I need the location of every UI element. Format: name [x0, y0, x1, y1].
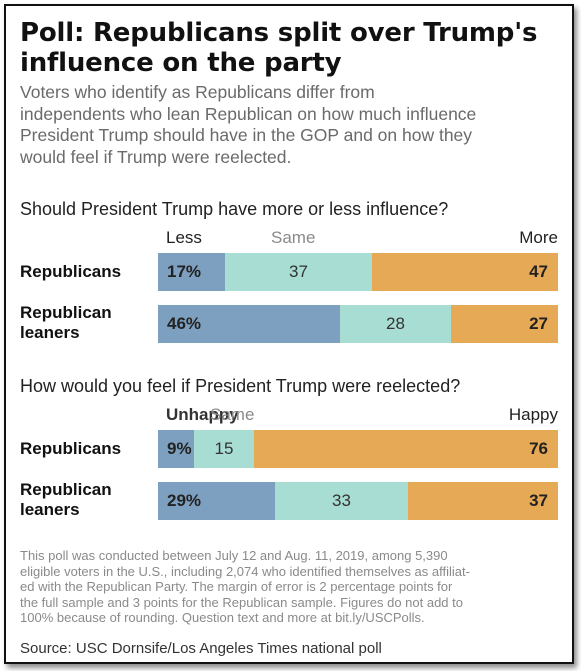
bar-segment-same: 33: [275, 482, 408, 520]
legend-less: Less: [166, 228, 202, 247]
row-label: Republican leaners: [20, 480, 112, 520]
bar-segment-same: 15: [194, 430, 254, 468]
footnote-line-2: eligible voters in the U.S., including 2…: [20, 563, 470, 579]
influence-chart: Less Same More Republicans 17% 37 47 Republican…: [20, 228, 560, 353]
row-label: Republicans: [20, 439, 121, 459]
row-label-line: Republicans: [20, 262, 122, 281]
legend-happy: Happy: [508, 405, 558, 424]
bar-value-label: 37: [289, 262, 308, 281]
legend-same: Same: [271, 228, 316, 247]
legend-same: Same: [210, 405, 255, 424]
bar-segment-unhappy: 9%: [158, 430, 194, 468]
subtitle-line-3: President Trump should have in the GOP a…: [20, 125, 473, 145]
legend-unhappy: Unhappy: [166, 405, 239, 424]
footnote-line-4: the full sample and 3 points for the Rep…: [20, 594, 463, 610]
stacked-bar: 9% 15 76: [158, 430, 558, 468]
bar-segment-less: 46%: [158, 305, 340, 343]
source-credit: Source: USC Dornsife/Los Angeles Times n…: [20, 640, 382, 657]
row-label: Republican leaners: [20, 303, 112, 343]
footnote-line-1: This poll was conducted between July 12 …: [20, 548, 448, 563]
title-line-1: Poll: Republicans split over Trump's: [20, 18, 538, 48]
reelection-chart: Unhappy Same Happy Republicans 9% 15 76 Republi…: [20, 405, 560, 530]
bar-segment-more: 47: [372, 253, 558, 291]
bar-segment-happy: 37: [408, 482, 558, 520]
footnote: This poll was conducted between July 12 …: [20, 548, 560, 626]
bar-segment-same: 37: [225, 253, 372, 291]
bar-value-label: 76: [529, 439, 548, 458]
stacked-bar: 29% 33 37: [158, 482, 558, 520]
bar-value-label: 29%: [167, 491, 202, 510]
row-label: Republicans: [20, 262, 121, 282]
bar-value-label: 28: [386, 314, 405, 333]
footnote-line-3: ed with the Republican Party. The margin…: [20, 579, 453, 595]
footnote-line-5: 100% because of rounding. Question text …: [20, 610, 425, 626]
bar-segment-same: 28: [340, 305, 451, 343]
chart-1-question: Should President Trump have more or less…: [20, 199, 449, 219]
bar-value-label: 9%: [167, 439, 192, 458]
stacked-bar: 17% 37 47: [158, 253, 558, 291]
subtitle-line-1: Voters who identify as Republicans diffe…: [20, 82, 375, 102]
page-title: Poll: Republicans split over Trump's inf…: [20, 18, 560, 78]
legend-more: More: [519, 228, 558, 247]
row-label-line: leaners: [20, 500, 80, 519]
subtitle-line-4: would feel if Trump were reelected.: [20, 146, 292, 167]
bar-segment-more: 27: [451, 305, 558, 343]
stacked-bar: 46% 28 27: [158, 305, 558, 343]
graphic-content: Poll: Republicans split over Trump's inf…: [20, 18, 560, 657]
bar-value-label: 46%: [167, 314, 202, 333]
row-label-line: Republicans: [20, 439, 122, 458]
bar-value-label: 15: [214, 439, 234, 458]
bar-value-label: 47: [529, 262, 548, 281]
bar-value-label: 27: [529, 314, 548, 333]
bar-segment-unhappy: 29%: [158, 482, 275, 520]
bar-value-label: 37: [529, 491, 548, 510]
subtitle: Voters who identify as Republicans diffe…: [20, 82, 560, 168]
bar-segment-less: 17%: [158, 253, 225, 291]
chart-2-question: How would you feel if President Trump we…: [20, 376, 461, 396]
bar-segment-happy: 76: [254, 430, 558, 468]
bar-value-label: 33: [332, 491, 351, 510]
subtitle-line-2: independents who lean Republican on how …: [20, 103, 477, 124]
title-line-2: influence on the party: [20, 48, 342, 78]
bar-value-label: 17%: [167, 262, 202, 281]
row-label-line: Republican: [20, 303, 112, 322]
row-label-line: leaners: [20, 323, 80, 342]
row-label-line: Republican: [20, 480, 112, 499]
graphic-frame: Poll: Republicans split over Trump's inf…: [4, 4, 574, 664]
